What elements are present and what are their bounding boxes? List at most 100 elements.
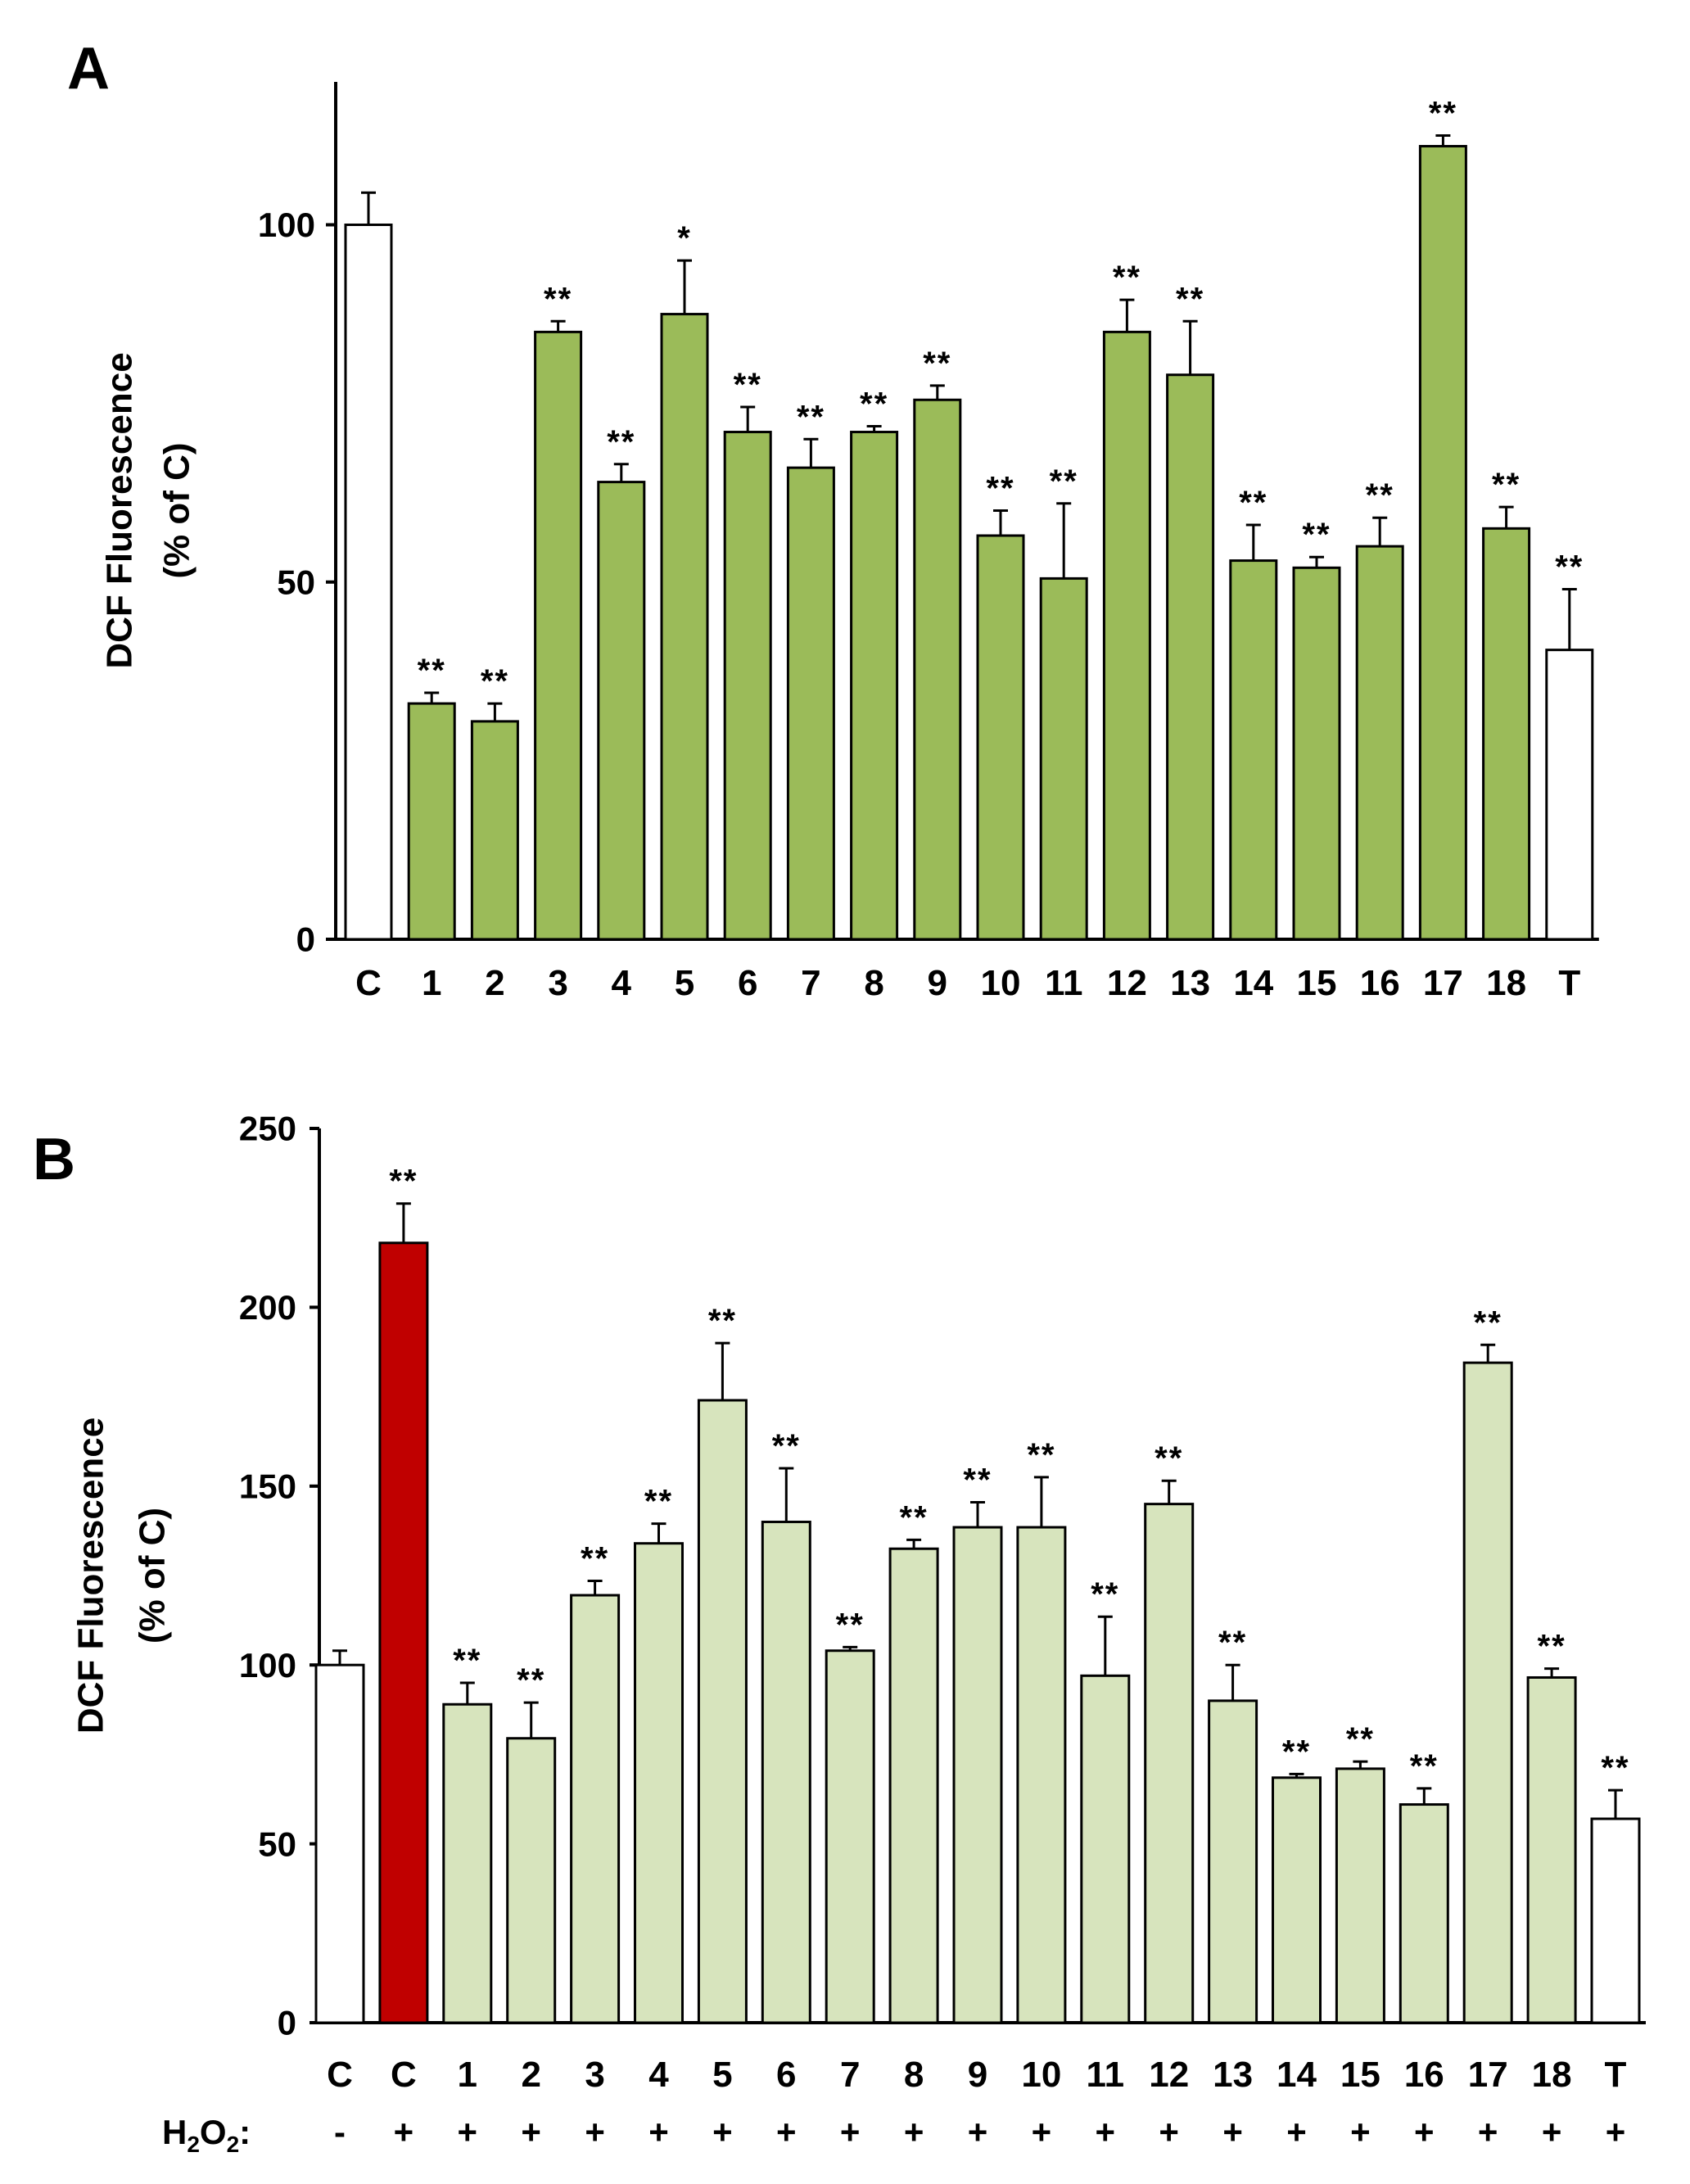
x-tick-label: 10	[981, 963, 1021, 1003]
x-tick-label: 13	[1213, 2055, 1253, 2095]
panel-label: A	[67, 36, 110, 102]
x-tick-label: 11	[1087, 2055, 1125, 2095]
treatment-marker: +	[712, 2113, 733, 2151]
significance-marker: **	[708, 1303, 737, 1339]
significance-marker: **	[1155, 1440, 1183, 1476]
x-tick-label: 7	[840, 2055, 860, 2095]
treatment-marker: +	[840, 2113, 861, 2151]
y-tick-label: 100	[258, 206, 315, 244]
bar	[1039, 577, 1088, 941]
x-tick-label: 16	[1404, 2055, 1444, 2095]
bar	[952, 1526, 1003, 2024]
bar	[913, 398, 962, 941]
bar	[976, 534, 1025, 941]
significance-marker: **	[544, 281, 572, 317]
treatment-marker: +	[521, 2113, 541, 2151]
significance-marker: **	[1601, 1750, 1629, 1786]
treatment-marker: +	[1222, 2113, 1243, 2151]
bar	[1526, 1675, 1577, 2024]
significance-marker: **	[1555, 549, 1584, 585]
treatment-marker: +	[1414, 2113, 1435, 2151]
y-tick-label: 50	[258, 1825, 296, 1863]
x-tick-label: 1	[422, 963, 441, 1003]
bar	[1080, 1674, 1131, 2024]
significance-marker: **	[1282, 1734, 1311, 1770]
treatment-marker: +	[1350, 2113, 1371, 2151]
bar	[1545, 649, 1594, 941]
x-tick-label: 12	[1107, 963, 1147, 1003]
bar	[1208, 1699, 1258, 2024]
bar	[442, 1702, 493, 2024]
x-tick-label: 3	[548, 963, 567, 1003]
bar	[1166, 373, 1215, 941]
significance-marker: **	[1429, 95, 1457, 131]
significance-marker: **	[1027, 1437, 1055, 1473]
bar	[1335, 1767, 1385, 2024]
x-tick-label: 15	[1297, 963, 1337, 1003]
bar	[697, 1399, 748, 2024]
treatment-marker: +	[394, 2113, 414, 2151]
x-tick-label: 6	[776, 2055, 796, 2095]
significance-marker: **	[1113, 260, 1141, 296]
x-tick-label: 3	[585, 2055, 604, 2095]
significance-marker: **	[860, 387, 888, 423]
x-tick-label: 2	[485, 963, 504, 1003]
bar	[850, 431, 899, 941]
significance-marker: **	[517, 1662, 545, 1698]
x-tick-label: 7	[801, 963, 820, 1003]
treatment-marker: +	[648, 2113, 669, 2151]
treatment-label: H2O2:	[162, 2113, 251, 2157]
y-tick-label: 250	[239, 1110, 296, 1148]
x-tick-label: 9	[968, 2055, 987, 2095]
treatment-marker: +	[1542, 2113, 1562, 2151]
bar	[1229, 559, 1278, 941]
bar	[1482, 527, 1531, 941]
y-axis-label: DCF Fluorescence	[99, 352, 139, 668]
significance-marker: **	[1346, 1721, 1375, 1757]
bar	[534, 330, 583, 941]
significance-marker: **	[389, 1164, 418, 1200]
x-tick-label: 8	[864, 963, 883, 1003]
x-tick-label: 18	[1486, 963, 1526, 1003]
significance-marker: **	[1218, 1625, 1247, 1661]
x-tick-label: 6	[738, 963, 757, 1003]
x-tick-label: 13	[1170, 963, 1210, 1003]
bar	[344, 224, 393, 941]
x-tick-label: 18	[1532, 2055, 1572, 2095]
significance-marker: **	[481, 663, 509, 699]
treatment-marker: +	[904, 2113, 924, 2151]
bar	[1144, 1503, 1195, 2024]
bar	[1462, 1361, 1513, 2024]
x-tick-label: 4	[648, 2055, 669, 2095]
bar	[634, 1542, 684, 2024]
significance-marker: **	[1410, 1748, 1439, 1784]
significance-marker: **	[836, 1607, 865, 1643]
treatment-marker: +	[1096, 2113, 1116, 2151]
x-tick-label: 9	[928, 963, 947, 1003]
significance-marker: **	[581, 1541, 609, 1577]
panel-label: B	[33, 1127, 75, 1192]
bar	[1590, 1817, 1641, 2024]
treatment-marker: +	[1606, 2113, 1626, 2151]
treatment-marker: -	[334, 2113, 346, 2151]
bar	[888, 1547, 939, 2024]
significance-marker: **	[963, 1462, 992, 1498]
x-tick-label: 12	[1149, 2055, 1189, 2095]
bar	[378, 1241, 429, 2024]
y-axis-label-units: (% of C)	[156, 442, 197, 578]
significance-marker: **	[900, 1499, 929, 1535]
bar	[470, 720, 519, 941]
bar	[761, 1520, 811, 2024]
x-tick-label: C	[391, 2055, 417, 2095]
treatment-marker: +	[1032, 2113, 1052, 2151]
significance-marker: **	[1050, 463, 1078, 500]
x-tick-label: 15	[1340, 2055, 1380, 2095]
bar	[1102, 330, 1151, 941]
x-tick-label: 4	[612, 963, 632, 1003]
x-tick-label: 8	[904, 2055, 924, 2095]
treatment-marker: +	[1478, 2113, 1498, 2151]
treatment-marker: +	[968, 2113, 988, 2151]
y-tick-label: 150	[239, 1467, 296, 1506]
